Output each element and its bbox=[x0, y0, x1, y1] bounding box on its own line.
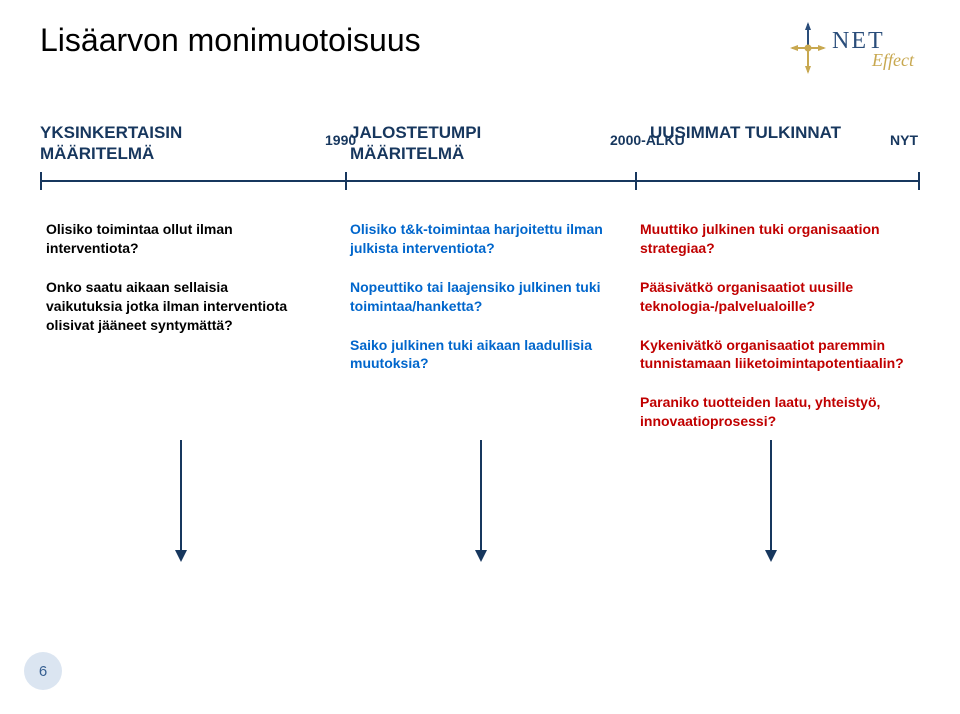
neteffect-logo: NET Effect bbox=[790, 18, 930, 78]
col3-para: Paraniko tuotteiden laatu, yhteistyö, in… bbox=[640, 393, 920, 431]
timeline-tick bbox=[40, 172, 42, 190]
col1-para: Onko saatu aikaan sellaisia vaikutuksia … bbox=[46, 278, 306, 335]
col3-para: Muuttiko julkinen tuki organisaation str… bbox=[640, 220, 920, 258]
logo-effect: Effect bbox=[871, 50, 915, 70]
col2-heading: JALOSTETUMPI MÄÄRITELMÄ bbox=[350, 122, 630, 165]
col2-para: Nopeuttiko tai laajensiko julkinen tuki … bbox=[350, 278, 610, 316]
compass-icon bbox=[790, 22, 826, 74]
timeline-tick bbox=[635, 172, 637, 190]
arrow-down-icon bbox=[180, 440, 182, 560]
page-number-badge: 6 bbox=[24, 652, 62, 690]
tick-nyt: NYT bbox=[890, 132, 918, 148]
col2-body: Olisiko t&k-toimintaa harjoitettu ilman … bbox=[350, 220, 610, 393]
col3-body: Muuttiko julkinen tuki organisaation str… bbox=[640, 220, 920, 451]
col3-para: Kykenivätkö organisaatiot paremmin tunni… bbox=[640, 336, 920, 374]
timeline-line bbox=[40, 180, 920, 182]
timeline-tick bbox=[345, 172, 347, 190]
col3-para: Pääsivätkö organisaatiot uusille teknolo… bbox=[640, 278, 920, 316]
arrow-down-icon bbox=[480, 440, 482, 560]
col1-body: Olisiko toimintaa ollut ilman interventi… bbox=[46, 220, 306, 354]
col1-heading: YKSINKERTAISIN MÄÄRITELMÄ bbox=[40, 122, 320, 165]
col1-para: Olisiko toimintaa ollut ilman interventi… bbox=[46, 220, 306, 258]
page-title: Lisäarvon monimuotoisuus bbox=[40, 22, 421, 59]
col3-heading: UUSIMMAT TULKINNAT bbox=[650, 122, 920, 143]
col2-para: Saiko julkinen tuki aikaan laadullisia m… bbox=[350, 336, 610, 374]
timeline-headings: YKSINKERTAISIN MÄÄRITELMÄ 1990 JALOSTETU… bbox=[40, 122, 920, 182]
timeline-tick bbox=[918, 172, 920, 190]
arrow-down-icon bbox=[770, 440, 772, 560]
col2-para: Olisiko t&k-toimintaa harjoitettu ilman … bbox=[350, 220, 610, 258]
